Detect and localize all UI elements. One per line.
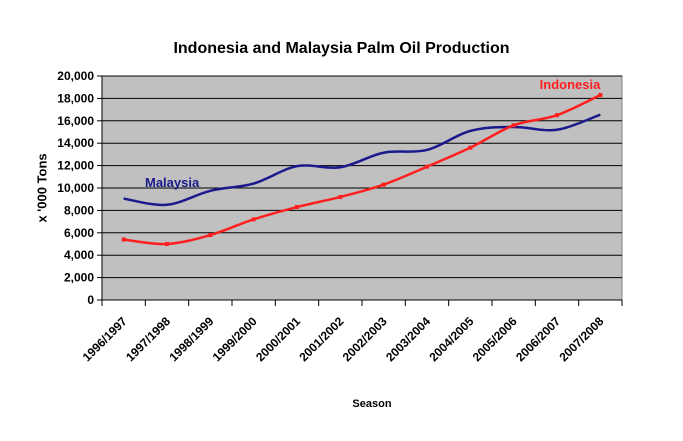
series-point-indonesia <box>468 145 473 150</box>
x-tick-label: 2004/2005 <box>426 314 476 364</box>
series-label-indonesia: Indonesia <box>540 77 601 92</box>
series-point-indonesia <box>208 233 213 238</box>
x-tick-label: 2006/2007 <box>513 314 563 364</box>
y-tick-label: 10,000 <box>57 181 94 195</box>
series-label-malaysia: Malaysia <box>145 175 200 190</box>
x-tick-label: 2002/2003 <box>340 314 390 364</box>
series-point-indonesia <box>121 237 126 242</box>
y-tick-label: 0 <box>87 293 94 307</box>
x-tick-label: 2000/2001 <box>253 314 303 364</box>
x-tick-label: 2007/2008 <box>556 314 606 364</box>
series-point-indonesia <box>165 242 169 246</box>
y-tick-label: 6,000 <box>64 226 94 240</box>
x-axis-label: Season <box>352 398 392 410</box>
y-tick-label: 18,000 <box>57 91 94 105</box>
series-point-indonesia <box>425 164 429 169</box>
series-point-indonesia <box>598 93 603 98</box>
y-tick-label: 8,000 <box>64 203 94 217</box>
series-point-indonesia <box>381 182 386 187</box>
x-tick-label: 2003/2004 <box>383 314 433 364</box>
series-point-indonesia <box>295 205 299 210</box>
series-line-malaysia <box>123 113 601 207</box>
x-tick-label: 1999/2000 <box>210 314 260 364</box>
series-point-indonesia <box>555 113 559 118</box>
x-tick-label: 1997/1998 <box>123 314 173 364</box>
y-tick-label: 16,000 <box>57 114 94 128</box>
y-tick-label: 2,000 <box>64 271 94 285</box>
series-point-indonesia <box>251 217 256 222</box>
chart-title: Indonesia and Malaysia Palm Oil Producti… <box>173 40 510 57</box>
series-point-indonesia <box>338 194 343 199</box>
x-tick-label: 2001/2002 <box>296 314 346 364</box>
y-tick-label: 14,000 <box>57 136 94 150</box>
series-point-indonesia <box>511 123 516 128</box>
y-tick-label: 4,000 <box>64 248 94 262</box>
x-tick-label: 2005/2006 <box>470 314 520 364</box>
y-axis-label: x '000 Tons <box>34 153 50 223</box>
series-line-indonesia <box>123 93 601 246</box>
x-tick-label: 1998/1999 <box>166 314 216 364</box>
y-tick-label: 12,000 <box>57 159 94 173</box>
x-tick-label: 1996/1997 <box>80 314 130 364</box>
y-tick-label: 20,000 <box>57 69 94 83</box>
